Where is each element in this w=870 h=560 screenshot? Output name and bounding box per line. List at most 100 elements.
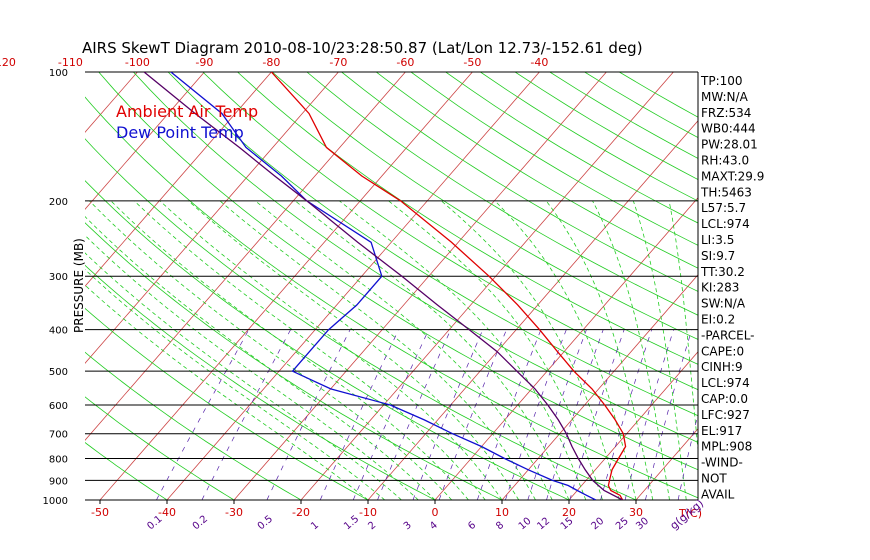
bottom-temp-tick-label: 20 (562, 506, 576, 519)
isotherm-line (0, 72, 3, 500)
dry-adiabat-line (85, 222, 503, 500)
mixing-ratio-label: 0.2 (191, 514, 210, 533)
mixing-ratio-label: 2 (366, 520, 378, 533)
moist-adiabat-line (255, 200, 553, 500)
bottom-temp-tick-label: -10 (359, 506, 377, 519)
index-item: MW:N/A (701, 90, 749, 104)
dry-adiabat-line (133, 72, 698, 443)
isotherm-line (300, 72, 674, 500)
index-item: RH:43.0 (701, 154, 749, 168)
index-item: NOT (701, 472, 727, 486)
mixing-ratio-label: 0.5 (256, 514, 275, 533)
isotherm-line (99, 72, 473, 500)
moist-adiabat-line (85, 252, 402, 500)
dry-adiabat-lines (85, 72, 698, 500)
index-item: -WIND- (701, 456, 743, 470)
index-item: CAPE:0 (701, 344, 744, 358)
index-item: PW:28.01 (701, 138, 758, 152)
top-temp-tick-label: -80 (262, 56, 280, 69)
mixing-ratio-label: 12 (535, 516, 552, 533)
dry-adiabat-line (237, 72, 698, 365)
dry-adiabat-line (85, 351, 302, 500)
bottom-temp-tick-label: 0 (432, 506, 439, 519)
index-item: FRZ:534 (701, 106, 751, 120)
moist-adiabat-line (110, 200, 469, 500)
pressure-tick-label: 100 (49, 68, 68, 79)
moist-adiabat-line (159, 200, 503, 500)
dry-adiabat-line (167, 72, 698, 417)
isotherm-line (635, 428, 698, 500)
chart-title: AIRS SkewT Diagram 2010-08-10/23:28:50.8… (82, 39, 643, 57)
mixing-ratio-label: 1 (309, 520, 321, 533)
index-item: CINH:9 (701, 360, 743, 374)
top-temp-tick-label: -70 (329, 56, 347, 69)
index-item: SW:N/A (701, 297, 746, 311)
moist-adiabat-line (188, 200, 520, 500)
dry-adiabat-line (85, 264, 436, 500)
moist-adiabat-line (632, 200, 687, 500)
moist-adiabat-line (89, 200, 453, 500)
moist-adiabat-line (592, 200, 670, 500)
mixing-ratio-line (352, 329, 430, 500)
moist-adiabat-line (85, 234, 419, 500)
isotherm-line (166, 72, 540, 500)
isotherm-line (85, 72, 406, 441)
index-item: -PARCEL- (701, 328, 755, 342)
bottom-temp-tick-label: -20 (292, 506, 310, 519)
bottom-temp-tick-label: -50 (91, 506, 109, 519)
dry-adiabat-line (306, 72, 698, 316)
dry-adiabat-line (341, 72, 698, 292)
mixing-ratio-label: 10 (517, 516, 534, 533)
dry-adiabat-line (85, 138, 637, 500)
legend-ambient-air-temp: Ambient Air Temp (116, 102, 258, 121)
dry-adiabat-line (85, 396, 235, 500)
index-item: TP:100 (700, 74, 743, 88)
index-item: LCL:974 (701, 217, 750, 231)
mixing-ratio-line (412, 329, 484, 500)
mixing-ratio-line (645, 329, 693, 500)
mixing-ratio-label: 4 (428, 520, 440, 533)
index-item: SI:9.7 (701, 249, 735, 263)
dry-adiabat-line (85, 442, 168, 500)
mixing-ratio-label: 8 (494, 520, 506, 533)
dry-adiabat-line (98, 72, 698, 471)
dry-adiabat-line (85, 180, 570, 500)
index-item: AVAIL (701, 487, 735, 501)
mixing-ratio-label: 6 (466, 520, 478, 533)
moist-adiabat-line (545, 200, 654, 500)
pressure-tick-label: 600 (49, 401, 68, 412)
legend-dew-point-temp: Dew Point Temp (116, 123, 244, 142)
sounding-series (143, 72, 627, 500)
dry-adiabat-line (410, 72, 698, 246)
isobar-lines (85, 71, 699, 504)
top-temp-tick-label: -50 (463, 56, 481, 69)
top-temp-tick-label: -90 (195, 56, 213, 69)
index-item: MAXT:29.9 (701, 169, 764, 183)
parcel-line (143, 72, 623, 500)
dry-adiabat-line (271, 72, 698, 340)
x-axis-unit-label: T(C) (678, 507, 702, 520)
isotherm-line (85, 72, 339, 364)
mixing-ratio-label: 3 (402, 520, 414, 533)
bottom-temp-tick-label: -30 (225, 506, 243, 519)
index-item: TH:5463 (700, 185, 752, 199)
mixing-ratio-label: 20 (589, 516, 606, 533)
isotherm-line (568, 351, 698, 500)
pressure-tick-label: 800 (49, 455, 68, 466)
index-item: TT:30.2 (700, 265, 745, 279)
index-item: LI:3.5 (701, 233, 734, 247)
dry-adiabat-line (376, 72, 698, 269)
moist-adiabat-lines (85, 200, 698, 500)
mixing-ratio-line (156, 329, 250, 500)
index-item: EL:917 (701, 424, 742, 438)
dew-point-line (170, 72, 597, 500)
isotherm-line (85, 72, 272, 287)
mixing-ratio-line (438, 329, 507, 500)
moist-adiabat-line (668, 200, 698, 454)
pressure-tick-label: 900 (49, 476, 68, 487)
pressure-tick-label: 300 (49, 272, 68, 283)
pressure-tick-label: 1000 (43, 496, 68, 507)
mixing-ratio-line (624, 329, 674, 500)
isotherm-line (434, 197, 698, 500)
